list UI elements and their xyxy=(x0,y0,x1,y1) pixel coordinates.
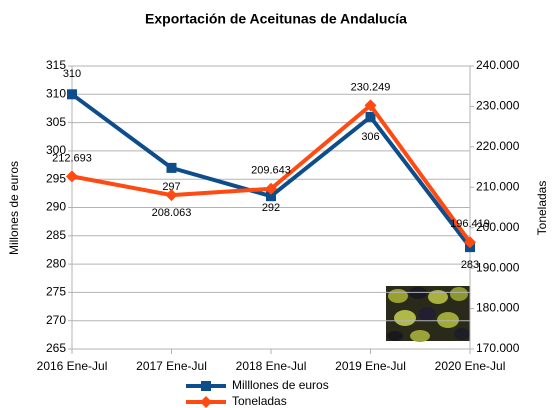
marker xyxy=(266,191,276,202)
legend-marker xyxy=(201,381,211,391)
y-tick-label: 305 xyxy=(46,115,66,129)
data-label: 297 xyxy=(162,181,180,193)
marker xyxy=(67,89,77,100)
marker xyxy=(365,111,376,122)
y-tick-label: 280 xyxy=(46,256,66,270)
y2-tick-label: 210.000 xyxy=(476,179,520,193)
marker xyxy=(166,162,177,173)
y-tick-label: 315 xyxy=(46,58,66,72)
chart-title: Exportación de Aceitunas de Andalucía xyxy=(145,11,407,27)
y-tick-label: 285 xyxy=(46,228,66,242)
y2-tick-label: 200.000 xyxy=(476,220,520,234)
y-tick-label: 275 xyxy=(46,285,66,299)
legend-label: Toneladas xyxy=(232,394,287,408)
data-label: 212.693 xyxy=(52,152,92,164)
data-label: 196.419 xyxy=(450,218,490,230)
y-axis-title: Millones de euros xyxy=(7,161,21,255)
x-tick-label: 2019 Ene-Jul xyxy=(335,359,406,373)
olive-photo xyxy=(386,286,470,342)
data-label: 208.063 xyxy=(152,207,192,219)
data-label: 209.643 xyxy=(251,165,291,177)
y2-tick-label: 180.000 xyxy=(476,301,520,315)
marker xyxy=(364,99,377,112)
axes xyxy=(68,65,474,354)
x-tick-label: 2018 Ene-Jul xyxy=(236,359,307,373)
data-label: 310 xyxy=(63,68,81,80)
marker xyxy=(265,182,277,195)
data-label: 292 xyxy=(262,202,280,214)
y2-tick-label: 230.000 xyxy=(476,99,520,113)
y-tick-label: 265 xyxy=(46,341,66,355)
y2-tick-label: 170.000 xyxy=(476,341,520,355)
legend-label: Milllones de euros xyxy=(232,378,329,392)
y-tick-label: 270 xyxy=(46,313,66,327)
data-label: 230.249 xyxy=(351,81,391,93)
y-tick-label: 310 xyxy=(46,86,66,100)
x-tick-label: 2020 Ene-Jul xyxy=(435,359,506,373)
y2-tick-label: 240.000 xyxy=(476,58,520,72)
y-tick-label: 300 xyxy=(46,143,66,157)
y2-tick-label: 190.000 xyxy=(476,260,520,274)
legend-marker xyxy=(200,396,212,408)
marker xyxy=(66,170,78,183)
y2-axis-title: Toneladas xyxy=(535,181,549,236)
x-tick-label: 2016 Ene-Jul xyxy=(37,359,108,373)
data-label: 283 xyxy=(461,259,479,271)
y-tick-label: 290 xyxy=(46,200,66,214)
data-label: 306 xyxy=(361,131,379,143)
y-tick-label: 295 xyxy=(46,171,66,185)
marker xyxy=(464,236,476,249)
x-tick-label: 2017 Ene-Jul xyxy=(136,359,207,373)
marker xyxy=(165,189,178,202)
y2-tick-label: 220.000 xyxy=(476,139,520,153)
